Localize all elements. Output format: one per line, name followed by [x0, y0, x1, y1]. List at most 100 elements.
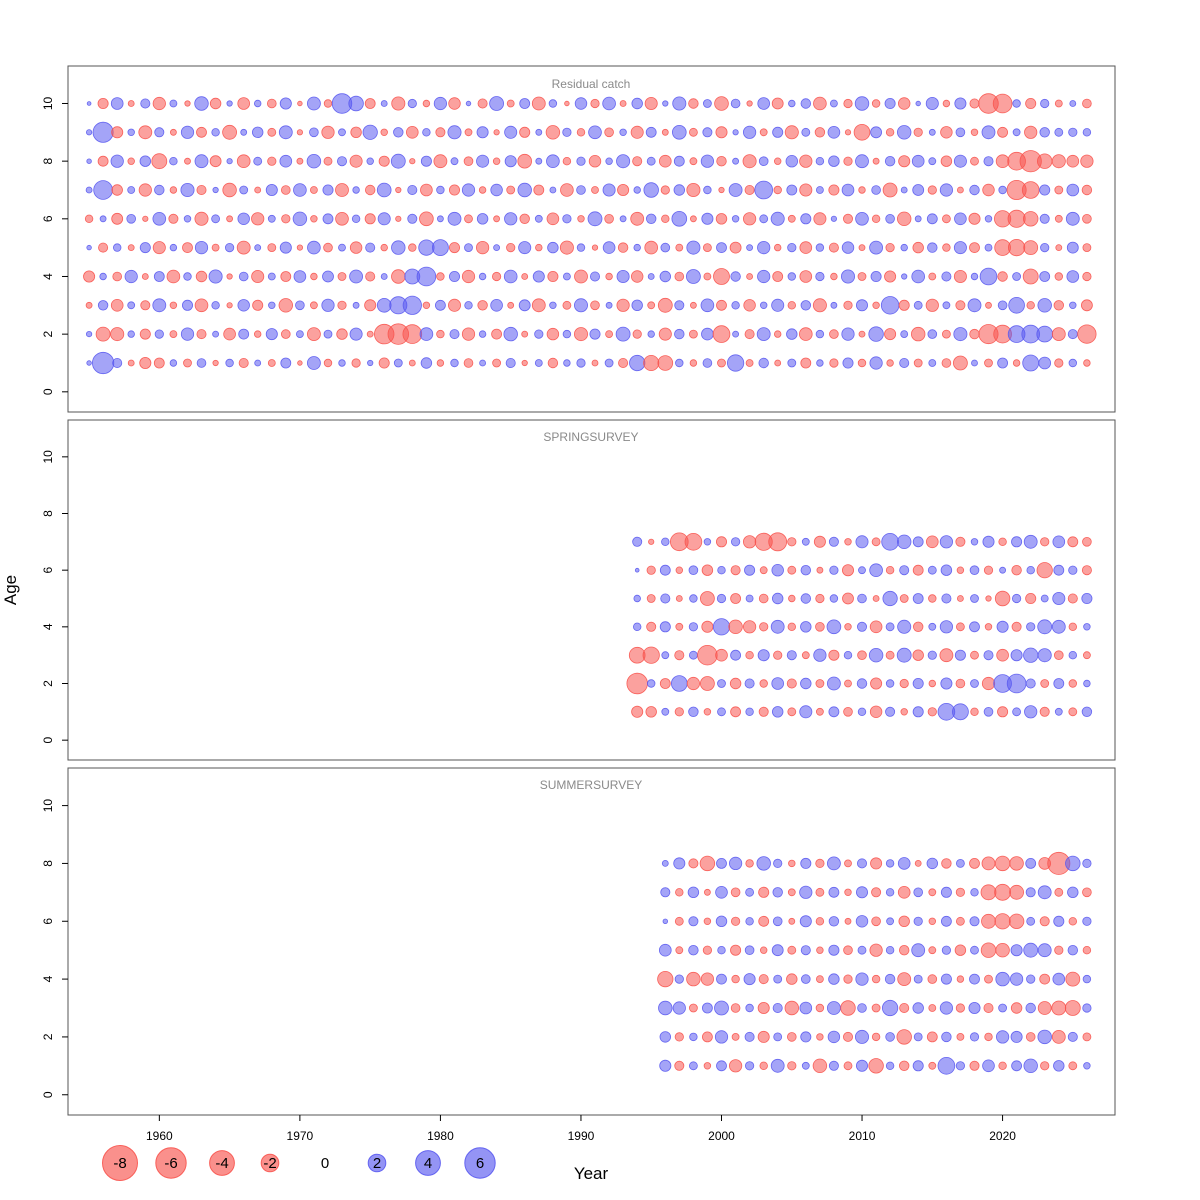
residual-bubble [787, 214, 796, 223]
residual-bubble [92, 121, 114, 143]
residual-bubble [841, 327, 855, 341]
residual-bubble [1054, 887, 1064, 897]
residual-bubble [254, 244, 262, 252]
residual-bubble [700, 591, 715, 606]
residual-bubble [99, 215, 107, 223]
residual-bubble [239, 185, 249, 195]
residual-bubble [843, 156, 853, 166]
residual-bubble [843, 1061, 853, 1071]
residual-bubble [801, 651, 810, 660]
residual-bubble [844, 917, 852, 925]
residual-bubble [800, 593, 812, 604]
residual-bubble [788, 594, 796, 603]
residual-bubble [928, 359, 937, 367]
residual-bubble [237, 212, 250, 226]
residual-bubble [841, 241, 855, 254]
residual-bubble [1037, 298, 1052, 313]
residual-bubble [1082, 974, 1092, 984]
residual-bubble [815, 593, 825, 604]
residual-bubble [1066, 241, 1079, 254]
residual-bubble [897, 211, 912, 227]
residual-bubble [378, 155, 390, 167]
residual-bubble [194, 241, 209, 255]
residual-bubble [983, 1003, 994, 1014]
residual-bubble [534, 359, 543, 367]
residual-bubble [436, 329, 445, 339]
residual-bubble [127, 244, 135, 252]
residual-bubble [984, 974, 993, 984]
residual-bubble [112, 271, 122, 282]
x-tick-label: 1990 [568, 1129, 595, 1143]
residual-bubble [815, 887, 825, 897]
residual-bubble [1054, 185, 1064, 195]
residual-bubble [365, 242, 376, 253]
residual-bubble [828, 649, 840, 661]
residual-bubble [813, 535, 826, 548]
residual-bubble [830, 272, 838, 281]
residual-bubble [998, 1003, 1007, 1013]
residual-bubble [85, 301, 93, 309]
residual-bubble [801, 1061, 810, 1070]
residual-bubble [912, 184, 925, 196]
residual-bubble [869, 356, 883, 370]
residual-bubble [265, 183, 278, 196]
residual-bubble [886, 359, 894, 367]
residual-bubble [690, 215, 697, 223]
residual-bubble [604, 358, 614, 368]
residual-bubble [674, 916, 684, 926]
residual-bubble [321, 298, 335, 312]
residual-bubble [897, 125, 912, 140]
residual-bubble [1012, 359, 1021, 367]
residual-bubble [689, 127, 698, 137]
residual-bubble [773, 650, 783, 660]
residual-bubble [957, 186, 964, 194]
residual-bubble [1067, 536, 1079, 548]
residual-bubble [674, 300, 685, 311]
residual-bubble [506, 99, 515, 108]
residual-bubble [464, 214, 473, 224]
residual-bubble [252, 126, 264, 139]
residual-bubble [787, 1061, 797, 1071]
residual-bubble [577, 215, 585, 223]
residual-bubble [535, 243, 543, 252]
residual-bubble [590, 271, 601, 282]
residual-bubble [718, 186, 725, 194]
residual-bubble [998, 537, 1007, 546]
residual-bubble [927, 974, 938, 984]
residual-bubble [1067, 886, 1079, 899]
residual-bubble [688, 916, 699, 927]
residual-bubble [956, 975, 965, 983]
residual-bubble [184, 157, 191, 165]
residual-bubble [829, 565, 839, 575]
residual-bubble [549, 301, 557, 309]
residual-bubble [535, 157, 543, 165]
residual-bubble [815, 271, 825, 282]
residual-bubble [365, 271, 376, 282]
residual-bubble [828, 184, 840, 196]
residual-bubble [871, 1003, 881, 1013]
residual-bubble [503, 326, 518, 342]
residual-bubble [1051, 619, 1066, 634]
residual-bubble [646, 156, 656, 166]
residual-bubble [771, 944, 784, 957]
residual-bubble [490, 183, 503, 197]
residual-bubble [813, 96, 827, 111]
residual-bubble [534, 329, 544, 339]
residual-bubble [843, 1031, 854, 1042]
residual-bubble [941, 945, 952, 955]
residual-bubble [209, 97, 222, 110]
residual-bubble [885, 650, 895, 660]
residual-bubble [1066, 183, 1080, 197]
residual-bubble [897, 885, 911, 899]
residual-bubble [562, 127, 572, 137]
residual-bubble [98, 242, 109, 253]
residual-bubble [1037, 1029, 1052, 1045]
residual-bubble [844, 679, 852, 688]
residual-bubble [955, 678, 966, 689]
residual-bubble [661, 860, 669, 867]
residual-bubble [591, 186, 599, 194]
residual-bubble [521, 359, 528, 367]
residual-bubble [587, 211, 603, 227]
residual-bubble [703, 538, 712, 546]
residual-bubble [278, 298, 294, 313]
